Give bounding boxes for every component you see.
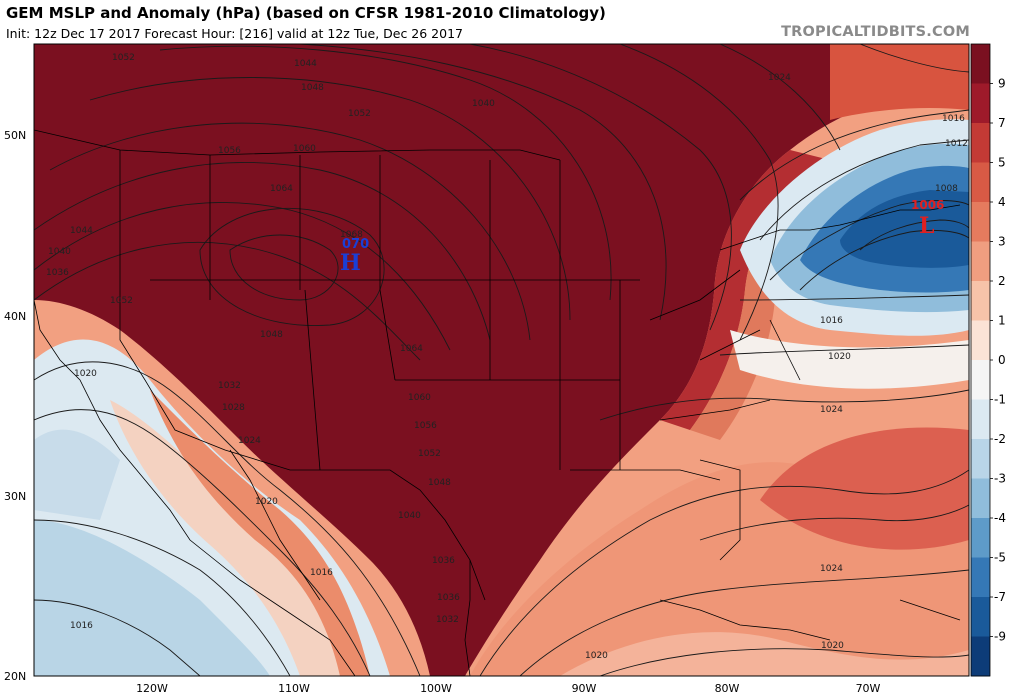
isobar-label: 1040 [472,99,495,109]
isobar-label: 1048 [260,330,283,340]
lon-label-80w: 80W [715,682,740,695]
isobar-label: 1052 [418,449,441,459]
high-center-value: 070 [342,237,369,252]
isobar-labels: 1052 1044 1048 1052 1040 1060 1056 1064 1044 1040… [46,53,968,661]
colorbar-label: 0 [998,353,1006,367]
colorbar-swatch [971,44,990,84]
colorbar-swatch [971,360,990,400]
colorbar-label: 9 [998,77,1006,91]
colorbar-label: 5 [998,156,1006,170]
colorbar-swatch [971,281,990,321]
colorbar-label: -4 [994,511,1006,525]
isobar-label: 1052 [348,109,371,119]
colorbar-swatch [971,399,990,440]
colorbar-swatch [971,241,990,282]
longitude-labels: 120W 110W 100W 90W 80W 70W [136,682,880,695]
map-subtitle: Init: 12z Dec 17 2017 Forecast Hour: [21… [6,26,463,41]
isobar-label: 1056 [218,146,241,156]
colorbar-label: -2 [994,432,1006,446]
colorbar-swatch [971,202,990,242]
isobar-label: 1052 [110,296,133,306]
colorbar-label: 2 [998,274,1006,288]
colorbar-swatch [971,518,990,558]
lat-label-40n: 40N [4,310,26,323]
isobar-label: 1016 [820,316,843,326]
isobar-label: 1052 [112,53,135,63]
low-pressure-center: 1006 L [911,198,944,239]
high-pressure-center: 070 H [340,237,369,276]
low-center-symbol: L [919,213,934,239]
colorbar-label: -5 [994,551,1006,565]
colorbar-swatch [971,162,990,203]
isobar-label: 1064 [270,184,293,194]
isobar-label: 1032 [436,615,459,625]
low-center-value: 1006 [911,198,944,212]
isobar-label: 1024 [820,405,843,415]
isobar-label: 1060 [408,393,431,403]
isobar-label: 1040 [398,511,421,521]
map-frame [33,43,970,677]
isobar-label: 1020 [821,641,844,651]
lat-label-20n: 20N [4,670,26,683]
colorbar-label: 4 [998,195,1006,209]
colorbar-label: 1 [998,314,1006,328]
isobar-label: 1044 [294,59,317,69]
isobar-label: 1016 [70,621,93,631]
colorbar-label: 3 [998,235,1006,249]
anomaly-field [34,44,969,676]
isobar-label: 1024 [768,73,791,83]
colorbar-label: -1 [994,393,1006,407]
colorbar-swatch [971,320,990,361]
colorbar-swatch [971,123,990,163]
isobar-label: 1036 [432,556,455,566]
colorbar-swatch [971,636,990,677]
lat-label-50n: 50N [4,129,26,142]
isobar-label: 1028 [222,403,245,413]
isobar-label: 1040 [48,247,71,257]
isobars [34,44,969,676]
isobar-label: 1008 [935,184,958,194]
isobar-label: 1024 [238,436,261,446]
colorbar-swatch [971,597,990,637]
colorbar-label: -3 [994,472,1006,486]
isobar-label: 1016 [942,114,965,124]
isobar-label: 1024 [820,564,843,574]
lat-label-30n: 30N [4,490,26,503]
isobar-label: 1036 [437,593,460,603]
isobar-label: 1048 [428,478,451,488]
colorbar-swatch [971,557,990,598]
isobar-label: 1020 [585,651,608,661]
isobar-label: 1036 [46,268,69,278]
colorbar-label: -9 [994,630,1006,644]
map-title: GEM MSLP and Anomaly (hPa) (based on CFS… [6,4,606,22]
isobar-label: 1060 [293,144,316,154]
colorbar-swatch [971,439,990,479]
isobar-label: 1020 [255,497,278,507]
isobar-label: 1044 [70,226,93,236]
lon-label-100w: 100W [420,682,452,695]
high-center-symbol: H [340,250,361,276]
colorbar: 9 7 5 4 3 2 1 0 -1 -2 -3 -4 -5 -7 -9 [970,43,1006,677]
lon-label-70w: 70W [856,682,881,695]
lon-label-120w: 120W [136,682,168,695]
colorbar-swatch [971,478,990,519]
isobar-label: 1020 [828,352,851,362]
colorbar-label: 7 [998,116,1006,130]
isobar-label: 1032 [218,381,241,391]
site-credit: TROPICALTIDBITS.COM [781,24,970,40]
isobar-label: 1016 [310,568,333,578]
isobar-label: 1020 [74,369,97,379]
isobar-label: 1064 [400,344,423,354]
colorbar-swatch [971,83,990,124]
isobar-label: 1056 [414,421,437,431]
isobar-label: 1048 [301,83,324,93]
isobar-label: 1012 [945,139,968,149]
borders [34,129,961,676]
lon-label-90w: 90W [572,682,597,695]
isobar-label: 1068 [340,230,363,240]
colorbar-label: -7 [994,590,1006,604]
latitude-labels: 50N 40N 30N 20N [4,129,26,683]
lon-label-110w: 110W [278,682,310,695]
